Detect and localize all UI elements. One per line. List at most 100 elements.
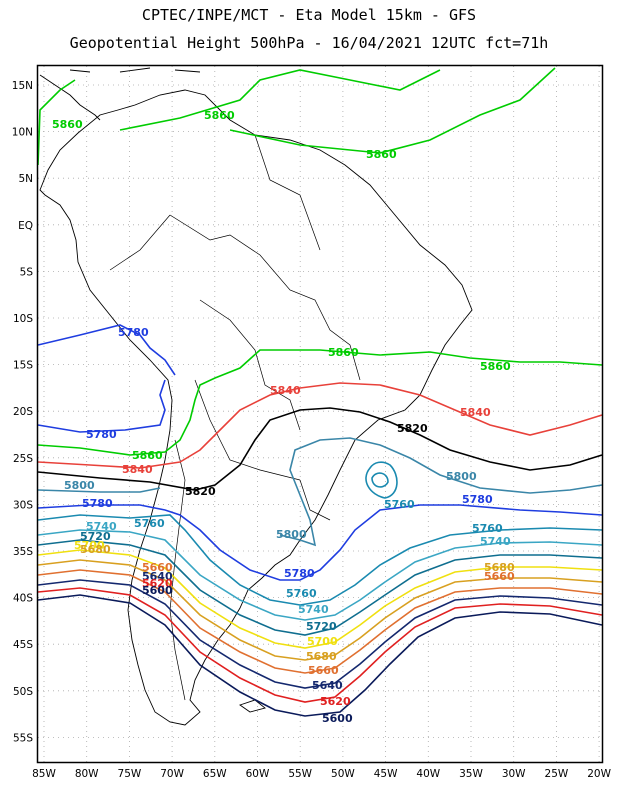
label-5600-b: 5600	[322, 712, 353, 725]
label-5720-a: 5720	[80, 530, 111, 543]
lon-label: 30W	[502, 768, 526, 780]
label-5780-e: 5780	[284, 567, 315, 580]
lon-label: 65W	[203, 768, 227, 780]
lat-label: 10S	[13, 313, 33, 325]
contour-5840-line	[37, 382, 603, 469]
lon-label: 85W	[32, 768, 56, 780]
label-5780-a: 5780	[118, 326, 149, 339]
label-5820-b: 5820	[185, 485, 216, 498]
contour-5620-line	[37, 587, 603, 703]
longitude-labels: 85W 80W 75W 70W 65W 60W 55W 50W 45W 40W 35W 30W 25W 2…	[32, 768, 611, 780]
graticule	[38, 66, 602, 762]
label-5860-c: 5860	[366, 148, 397, 161]
contour-5760-cell	[365, 461, 398, 499]
lon-label: 55W	[288, 768, 312, 780]
lat-label: 25S	[13, 453, 33, 465]
contour-5800-line	[37, 437, 603, 547]
label-5720-b: 5720	[306, 620, 337, 633]
label-5760-d: 5760	[286, 587, 317, 600]
label-5780-c: 5780	[462, 493, 493, 506]
lat-label: EQ	[18, 220, 33, 232]
contour-5660-line	[37, 569, 603, 674]
label-5740-c: 5740	[298, 603, 329, 616]
label-5620-b: 5620	[320, 695, 351, 708]
map-title: CPTEC/INPE/MCT - Eta Model 15km - GFS	[141, 6, 477, 24]
lon-label: 80W	[75, 768, 99, 780]
contour-5740-line	[37, 529, 603, 621]
label-5780-b: 5780	[86, 428, 117, 441]
map-subtitle: Geopotential Height 500hPa - 16/04/2021 …	[69, 34, 549, 52]
lon-label: 40W	[416, 768, 440, 780]
map-frame	[36, 64, 604, 764]
label-5660-c: 5660	[308, 664, 339, 677]
contour-5760-line	[37, 514, 603, 606]
label-5680-c: 5680	[306, 650, 337, 663]
central-america-coast	[39, 74, 101, 121]
latitude-labels: 15N 10N 5N EQ 5S 10S 15S 20S 25S 30S 35S 40S 45S 50S 5…	[12, 80, 34, 744]
lat-label: 20S	[13, 406, 33, 418]
label-5760-c: 5760	[472, 522, 503, 535]
country-borders	[109, 134, 361, 701]
label-5740-a: 5740	[86, 520, 117, 533]
lat-label: 5S	[20, 266, 34, 278]
label-5800-b: 5800	[64, 479, 95, 492]
lat-label: 40S	[13, 593, 33, 605]
label-5800-a: 5800	[446, 470, 477, 483]
lat-label: 45S	[13, 639, 33, 651]
label-5660-a: 5660	[484, 570, 515, 583]
label-5760-a: 5760	[384, 498, 415, 511]
contour-5860-south	[37, 349, 603, 456]
contour-5680-line	[37, 559, 603, 661]
lon-label: 45W	[374, 768, 398, 780]
malvinas	[239, 699, 266, 713]
lat-label: 30S	[13, 499, 33, 511]
contour-5820-line	[37, 407, 603, 491]
label-5860-e: 5860	[480, 360, 511, 373]
caribbean-islands	[69, 67, 201, 73]
label-5760-b: 5760	[134, 517, 165, 530]
lon-label: 20W	[587, 768, 611, 780]
lat-label: 35S	[13, 546, 33, 558]
contour-5700-line	[37, 549, 603, 649]
contour-5640-line	[37, 579, 603, 689]
lon-label: 50W	[331, 768, 355, 780]
contour-5780-line	[37, 324, 603, 581]
lon-label: 25W	[545, 768, 569, 780]
label-5700-b: 5700	[307, 635, 338, 648]
label-5800-c: 5800	[276, 528, 307, 541]
lon-label: 35W	[459, 768, 483, 780]
coastlines	[39, 67, 473, 726]
lon-label: 70W	[160, 768, 184, 780]
label-5820-a: 5820	[397, 422, 428, 435]
label-5640-b: 5640	[312, 679, 343, 692]
label-5860-d: 5860	[328, 346, 359, 359]
lon-label: 60W	[246, 768, 270, 780]
label-5740-b: 5740	[480, 535, 511, 548]
contour-5600-line	[37, 594, 603, 717]
lon-label: 75W	[118, 768, 142, 780]
label-5860-f: 5860	[132, 449, 163, 462]
label-5840-b: 5840	[460, 406, 491, 419]
contour-5720-line	[37, 539, 603, 636]
label-5860-a: 5860	[52, 118, 83, 131]
lat-label: 5N	[18, 173, 33, 185]
label-5840-c: 5840	[122, 463, 153, 476]
lat-label: 55S	[13, 732, 33, 744]
label-5620-a: 5620	[142, 577, 173, 590]
lat-label: 10N	[12, 127, 33, 139]
label-5700-a: 5700	[74, 539, 105, 552]
lat-label: 50S	[13, 686, 33, 698]
lat-label: 15S	[13, 360, 33, 372]
label-5840-a: 5840	[270, 384, 301, 397]
south-america-coast	[39, 89, 473, 726]
label-5640-a: 5640	[142, 570, 173, 583]
lat-label: 15N	[12, 80, 33, 92]
label-5680-a: 5680	[80, 543, 111, 556]
contour-5860-north	[37, 67, 556, 166]
label-5600-a: 5600	[142, 584, 173, 597]
label-5680-b: 5680	[484, 561, 515, 574]
label-5860-b: 5860	[204, 109, 235, 122]
label-5660-b: 5660	[142, 561, 173, 574]
contour-5760-inner-cell	[371, 472, 389, 488]
